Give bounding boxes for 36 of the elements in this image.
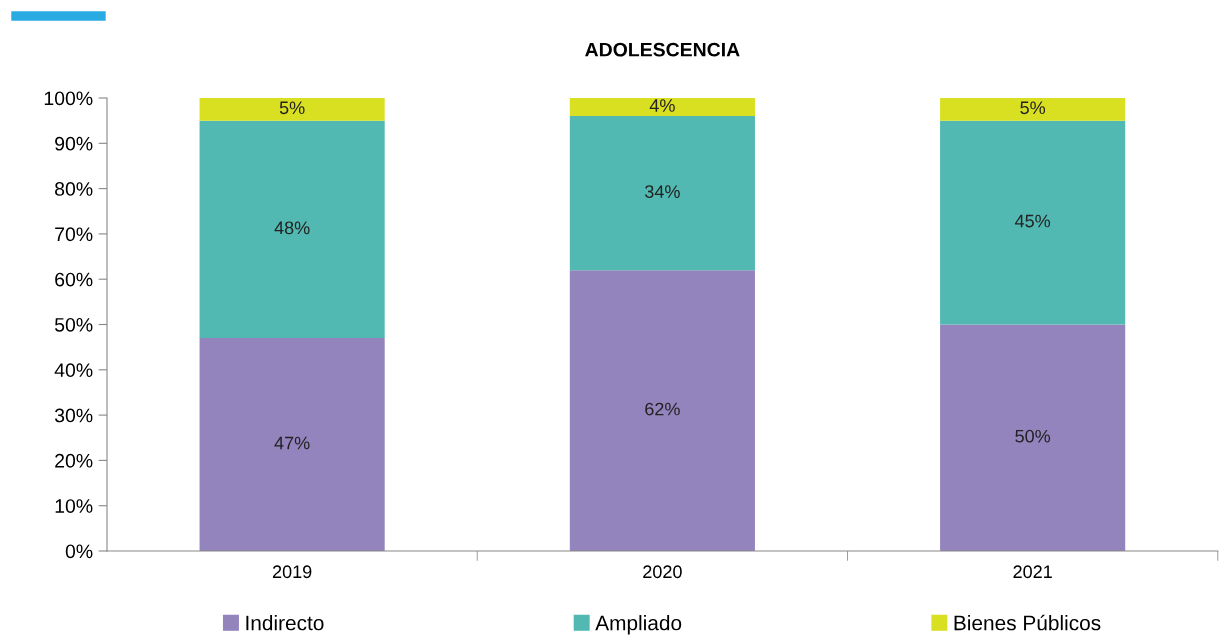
y-tick-label: 0% — [65, 544, 93, 559]
text: 34% — [645, 185, 680, 198]
legend-label: Indirecto — [246, 615, 324, 631]
x-tick-label: 2019 — [272, 565, 312, 579]
text: 47% — [274, 436, 310, 450]
bar — [569, 116, 755, 271]
text: 4% — [649, 99, 675, 112]
y-tick-label: 80% — [55, 182, 93, 196]
y-tick-label: 10% — [55, 499, 93, 513]
bar — [940, 324, 1126, 551]
legend-label: Ampliado — [595, 615, 682, 635]
y-tick-label: 100% — [44, 91, 93, 106]
legend-label: Bienes Públicos — [954, 614, 1101, 631]
text: 5% — [279, 101, 305, 115]
bar — [569, 98, 755, 117]
bar — [199, 338, 385, 551]
x-tick-label: 2021 — [1013, 565, 1052, 579]
x-tick-label: 2020 — [643, 565, 682, 579]
bar — [199, 98, 385, 121]
y-tick-label: 60% — [55, 272, 93, 287]
bar — [569, 270, 755, 551]
text: 50% — [1015, 429, 1051, 443]
bar — [940, 120, 1126, 325]
y-tick-label: 30% — [54, 408, 93, 423]
y-tick-label: 20% — [55, 453, 93, 468]
text: 45% — [1015, 214, 1051, 228]
bar — [940, 98, 1126, 121]
y-tick-label: 50% — [54, 317, 93, 332]
text: 5% — [1020, 101, 1046, 115]
chart-title: ADOLESCENCIA — [585, 42, 740, 57]
bar — [199, 120, 385, 339]
text: 48% — [274, 221, 310, 235]
y-tick-label: 90% — [55, 136, 93, 151]
y-tick-label: 70% — [55, 227, 93, 242]
text: 62% — [645, 402, 680, 416]
y-tick-label: 40% — [54, 363, 93, 378]
